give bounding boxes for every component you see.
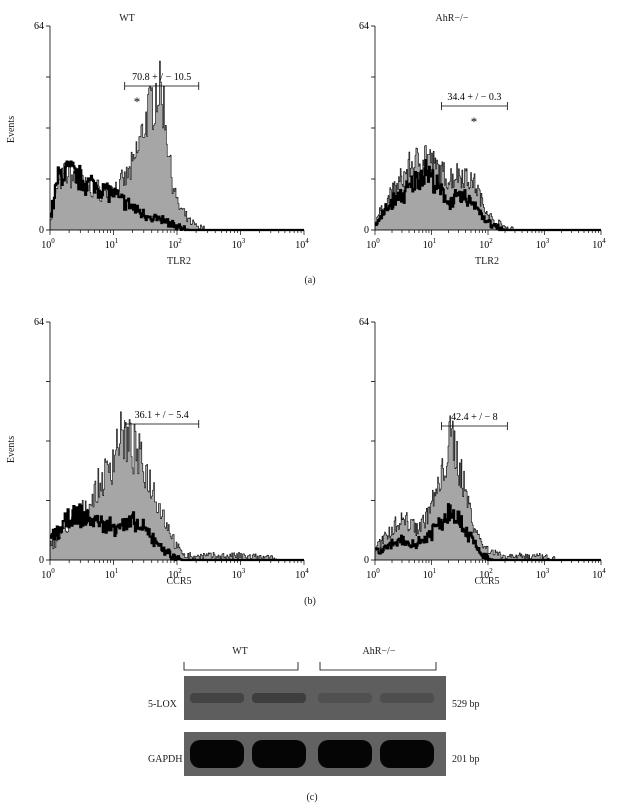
x-tick-label: 101 xyxy=(105,237,119,251)
y-axis-label: Events xyxy=(6,115,18,144)
x-axis-label: CCR5 xyxy=(166,576,192,587)
histogram-series-filled xyxy=(49,411,304,561)
significance-marker: * xyxy=(471,114,478,129)
gel-band xyxy=(380,693,434,703)
x-tick-label: 103 xyxy=(232,567,246,581)
group-label-wt: WT xyxy=(232,646,248,657)
x-tick-label: 101 xyxy=(105,567,119,581)
x-tick-label: 104 xyxy=(295,237,309,251)
gel-band xyxy=(252,740,306,768)
histogram-wt-tlr2: 0 64 100 101 102 103 104 70.8 + / − 10.5 * xyxy=(34,21,309,251)
x-axis-label: TLR2 xyxy=(475,256,499,267)
y-tick-label: 0 xyxy=(39,225,44,236)
gel-band xyxy=(252,693,306,703)
y-axis-label: Events xyxy=(6,435,18,464)
y-tick-label: 64 xyxy=(34,21,44,32)
y-tick-label: 0 xyxy=(39,555,44,566)
y-tick-label: 64 xyxy=(359,21,369,32)
gel-band xyxy=(318,740,372,768)
y-tick-label: 64 xyxy=(359,317,369,328)
x-tick-label: 101 xyxy=(423,567,437,581)
x-tick-label: 104 xyxy=(592,567,606,581)
gate-annotation: 42.4 + / − 8 xyxy=(451,412,498,423)
gate-annotation: 36.1 + / − 5.4 xyxy=(135,410,189,421)
histogram-ahr-tlr2: 0 64 100 101 102 103 104 34.4 + / − 0.3 * xyxy=(359,21,606,251)
gel-band xyxy=(380,740,434,768)
gate-annotation: 34.4 + / − 0.3 xyxy=(447,92,501,103)
x-tick-label: 100 xyxy=(41,567,55,581)
group-label-ahr: AhR−/− xyxy=(362,646,396,657)
x-tick-label: 103 xyxy=(536,237,550,251)
x-axis-label: CCR5 xyxy=(474,576,500,587)
x-tick-label: 103 xyxy=(536,567,550,581)
x-tick-label: 102 xyxy=(168,237,182,251)
x-tick-label: 100 xyxy=(366,567,380,581)
histogram-series-filled xyxy=(49,60,304,231)
significance-marker: * xyxy=(134,94,141,109)
x-tick-label: 100 xyxy=(366,237,380,251)
x-axis-label: TLR2 xyxy=(167,256,191,267)
x-tick-label: 102 xyxy=(479,237,493,251)
gel-band xyxy=(190,693,244,703)
panel-label-c: (c) xyxy=(306,792,318,803)
panel-label-a: (a) xyxy=(304,275,316,286)
x-tick-label: 101 xyxy=(423,237,437,251)
panel-label-b: (b) xyxy=(304,596,316,607)
y-tick-label: 0 xyxy=(364,225,369,236)
gel-row-label: GAPDH xyxy=(148,754,183,765)
y-tick-label: 0 xyxy=(364,555,369,566)
gel-row-label: 5-LOX xyxy=(148,699,177,710)
chart-title: WT xyxy=(119,13,135,24)
x-tick-label: 100 xyxy=(41,237,55,251)
y-tick-label: 64 xyxy=(34,317,44,328)
histogram-series-filled xyxy=(374,415,601,561)
gate-annotation: 70.8 + / − 10.5 xyxy=(132,72,191,83)
gel-row-size: 529 bp xyxy=(452,699,480,710)
x-tick-label: 104 xyxy=(592,237,606,251)
x-tick-label: 104 xyxy=(295,567,309,581)
group-bracket-ahr xyxy=(319,662,437,671)
group-bracket-wt xyxy=(183,662,299,671)
gel-band xyxy=(190,740,244,768)
x-tick-label: 103 xyxy=(232,237,246,251)
chart-title: AhR−/− xyxy=(435,13,469,24)
gel-image xyxy=(183,662,446,776)
gel-row-size: 201 bp xyxy=(452,754,480,765)
gel-band xyxy=(318,693,372,703)
